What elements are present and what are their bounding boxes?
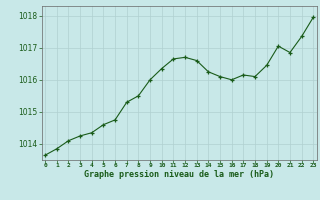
X-axis label: Graphe pression niveau de la mer (hPa): Graphe pression niveau de la mer (hPa) [84,170,274,179]
